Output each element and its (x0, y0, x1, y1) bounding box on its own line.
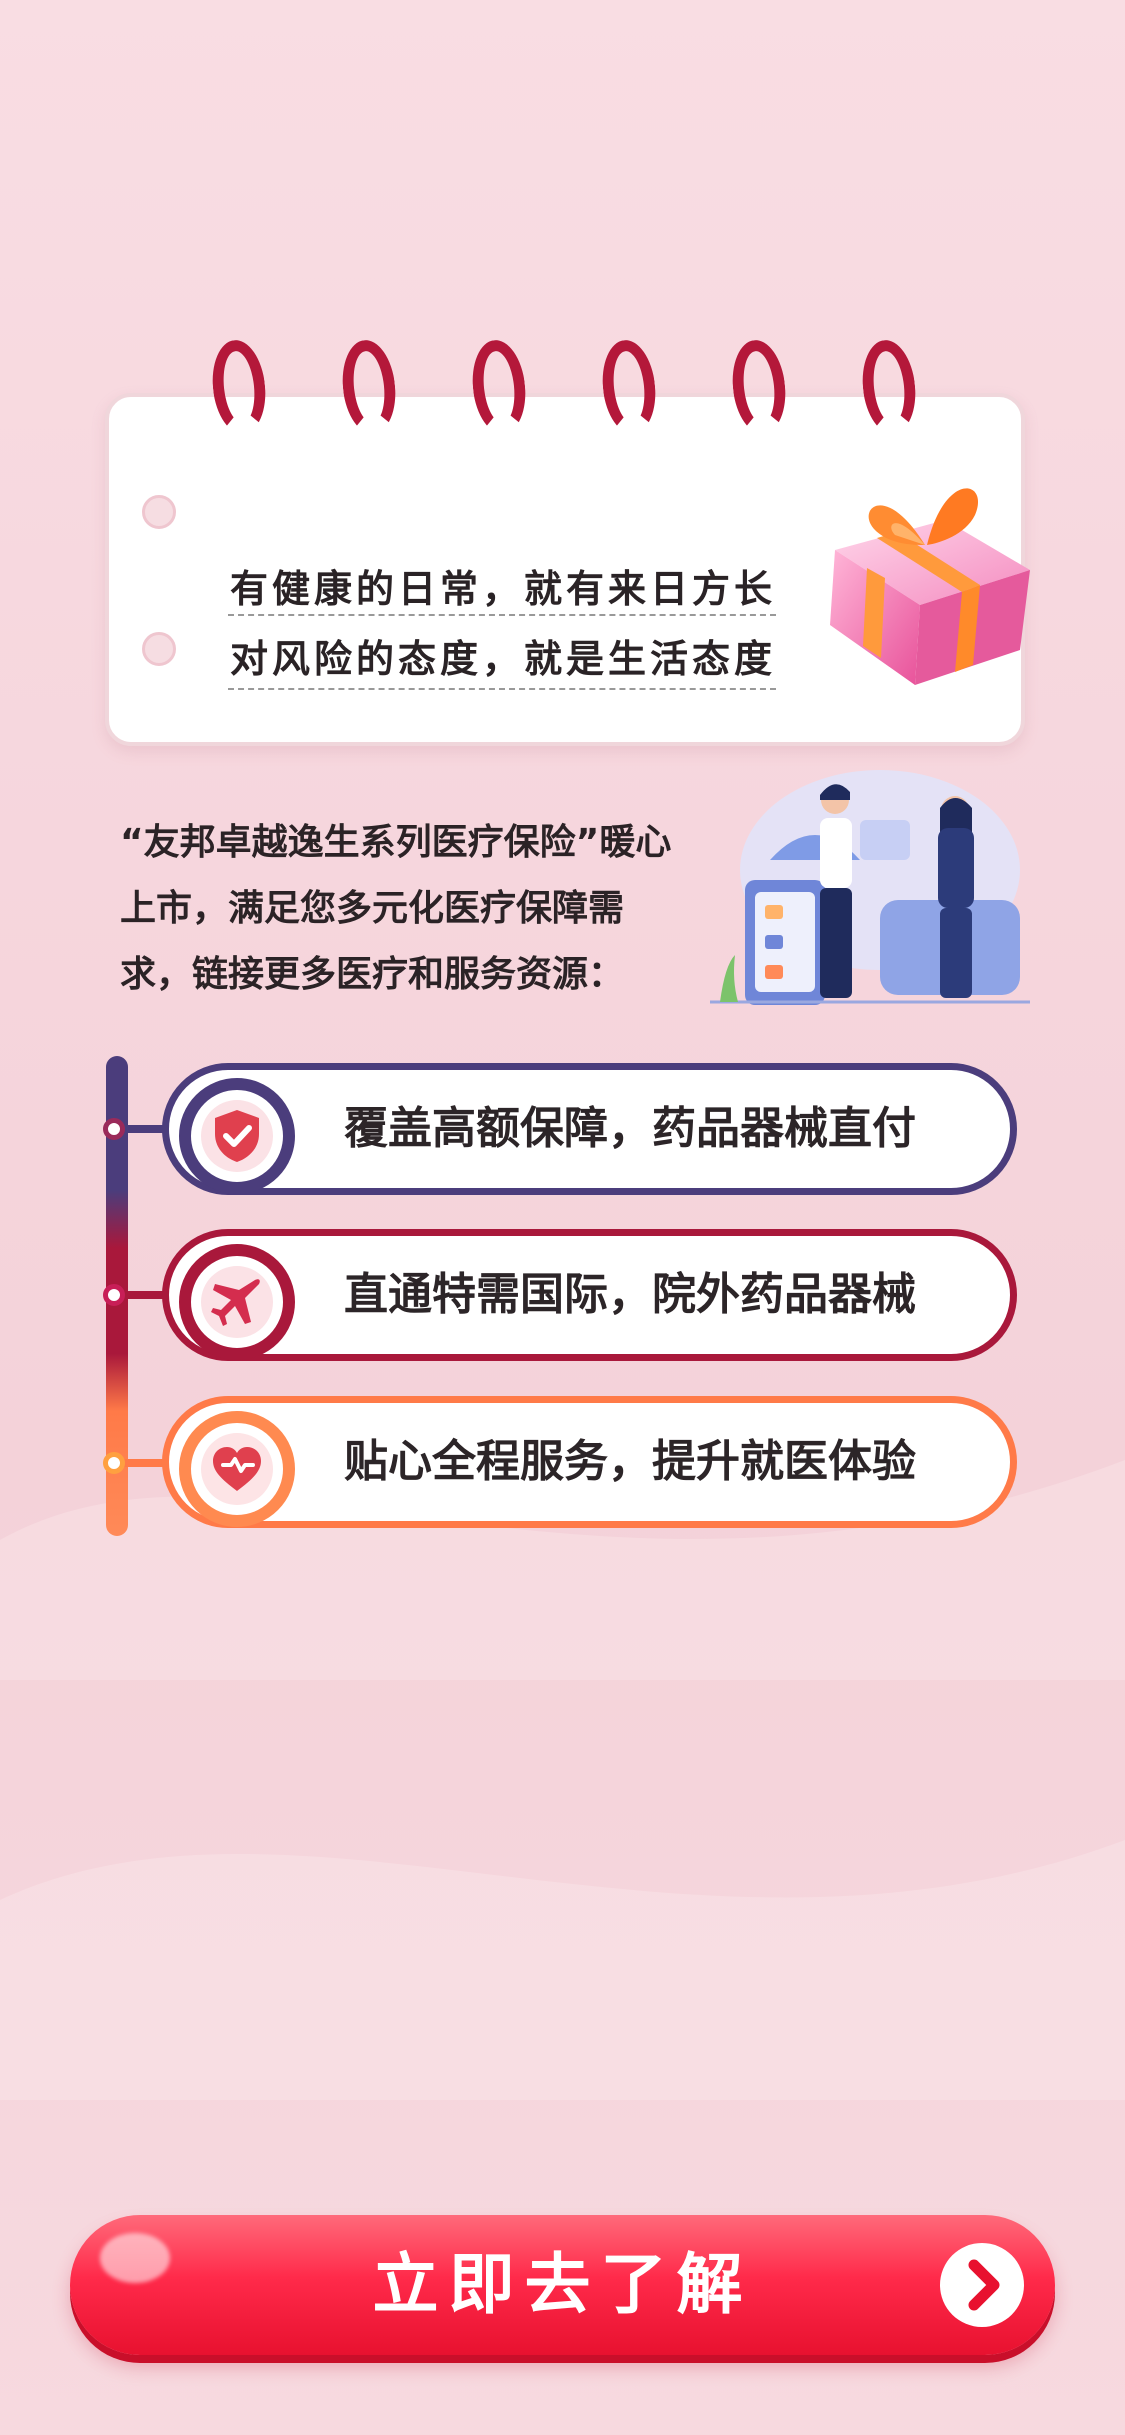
connector (118, 1291, 170, 1299)
divider (228, 688, 776, 690)
feature-icon-badge (179, 1078, 295, 1194)
card-hole (142, 632, 176, 666)
timeline-node (103, 1284, 125, 1306)
button-shine (100, 2233, 170, 2283)
background-wave (0, 1840, 1125, 2100)
feature-item: 覆盖高额保障，药品器械直付 (162, 1063, 1017, 1195)
connector (118, 1459, 170, 1467)
feature-icon-badge (179, 1411, 295, 1527)
feature-item: 直通特需国际，院外药品器械 (162, 1229, 1017, 1361)
feature-label: 直通特需国际，院外药品器械 (344, 1269, 916, 1320)
learn-more-label: 立即去了解 (372, 2246, 753, 2323)
airplane-icon (211, 1279, 260, 1326)
timeline-node (103, 1452, 125, 1474)
timeline-node (103, 1118, 125, 1140)
card-hole (142, 495, 176, 529)
feature-label: 覆盖高额保障，药品器械直付 (344, 1103, 916, 1154)
heart-icon (213, 1447, 261, 1491)
intro-paragraph: “友邦卓越逸生系列医疗保险”暖心上市，满足您多元化医疗保障需求，链接更多医疗和服… (120, 822, 672, 995)
slogan-line-1: 有健康的日常，就有来日方长 (230, 566, 777, 611)
connector (118, 1125, 170, 1133)
gift-box-icon (830, 488, 1030, 685)
divider (228, 614, 776, 616)
shield-check-icon (215, 1110, 259, 1162)
feature-label: 贴心全程服务，提升就医体验 (344, 1436, 916, 1487)
learn-more-button[interactable]: 立即去了解 (70, 2215, 1055, 2355)
chevron-right-icon[interactable] (940, 2243, 1024, 2327)
feature-item: 贴心全程服务，提升就医体验 (162, 1396, 1017, 1528)
agents-illustration (710, 770, 1030, 1005)
feature-icon-badge (179, 1244, 295, 1360)
slogan-line-2: 对风险的态度，就是生活态度 (230, 636, 777, 681)
